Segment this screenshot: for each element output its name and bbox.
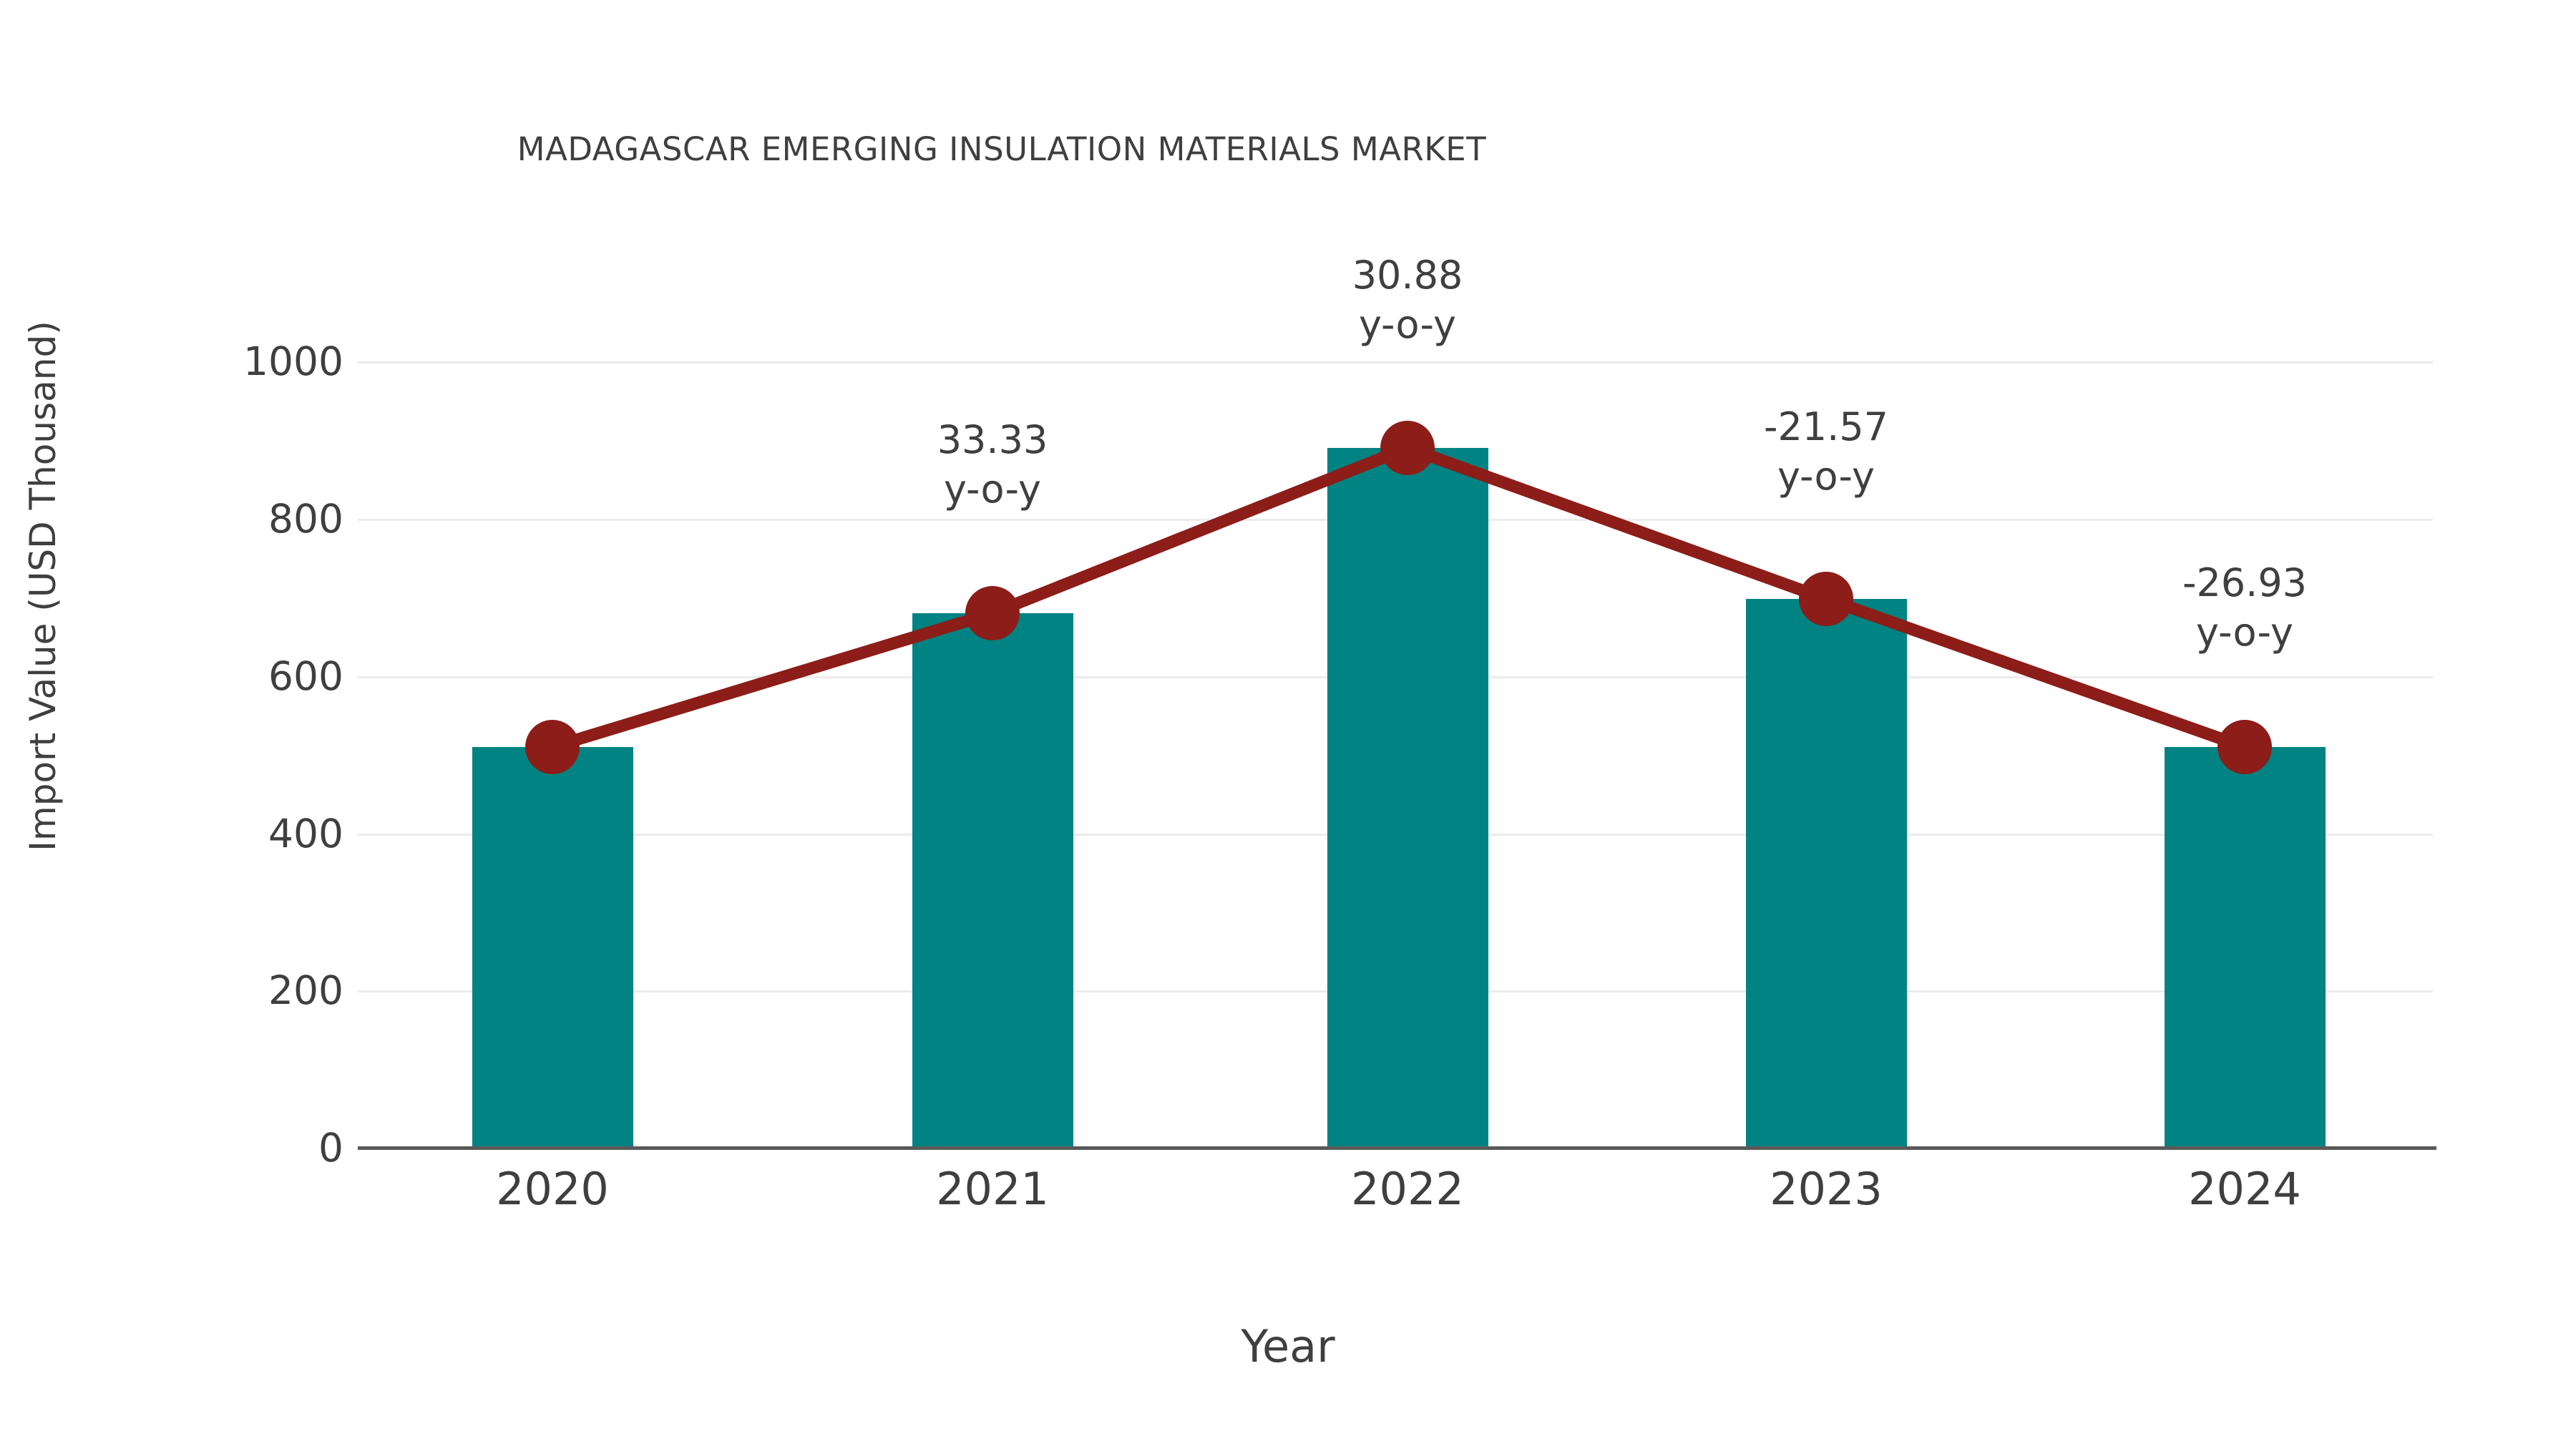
x-tick-label-2024: 2024 [2188, 1163, 2301, 1215]
data-label-2021: 33.33 y-o-y [814, 415, 1171, 514]
x-tick-label-2021: 2021 [936, 1163, 1049, 1215]
data-label-2021-suffix: y-o-y [943, 467, 1042, 512]
data-label-2023-suffix: y-o-y [1777, 454, 1875, 499]
y-tick-label-600: 600 [268, 653, 343, 699]
y-tick-label-400: 400 [268, 811, 343, 857]
y-tick-label-800: 800 [268, 496, 343, 542]
x-axis-title: Year [1241, 1320, 1335, 1372]
bar-2024[interactable] [2165, 747, 2326, 1148]
y-tick-label-0: 0 [318, 1125, 343, 1171]
x-tick-label-2020: 2020 [496, 1163, 609, 1215]
data-label-2024-suffix: y-o-y [2195, 610, 2294, 655]
data-label-2021-value: 33.33 [937, 417, 1048, 462]
bar-2020[interactable] [472, 747, 633, 1148]
plot-area [358, 361, 2433, 1148]
x-axis-line [358, 1146, 2436, 1150]
gridline-1000 [358, 361, 2433, 364]
bar-2022[interactable] [1327, 448, 1488, 1148]
data-label-2022-value: 30.88 [1352, 253, 1463, 298]
data-label-2024-value: -26.93 [2182, 560, 2308, 605]
y-tick-label-200: 200 [268, 967, 343, 1013]
data-label-2024: -26.93 y-o-y [2066, 558, 2424, 657]
data-label-2022-suffix: y-o-y [1358, 302, 1457, 348]
data-label-2023: -21.57 y-o-y [1647, 402, 2005, 501]
data-label-2022: 30.88 y-o-y [1229, 250, 1586, 349]
y-axis-title: Import Value (USD Thousand) [22, 321, 64, 852]
bar-2021[interactable] [912, 613, 1073, 1148]
bar-2023[interactable] [1746, 599, 1907, 1148]
x-tick-label-2023: 2023 [1770, 1163, 1883, 1215]
data-label-2023-value: -21.57 [1763, 404, 1889, 449]
y-tick-label-1000: 1000 [243, 338, 343, 384]
chart-title: MADAGASCAR EMERGING INSULATION MATERIALS… [517, 130, 1487, 168]
x-tick-label-2022: 2022 [1351, 1163, 1464, 1215]
